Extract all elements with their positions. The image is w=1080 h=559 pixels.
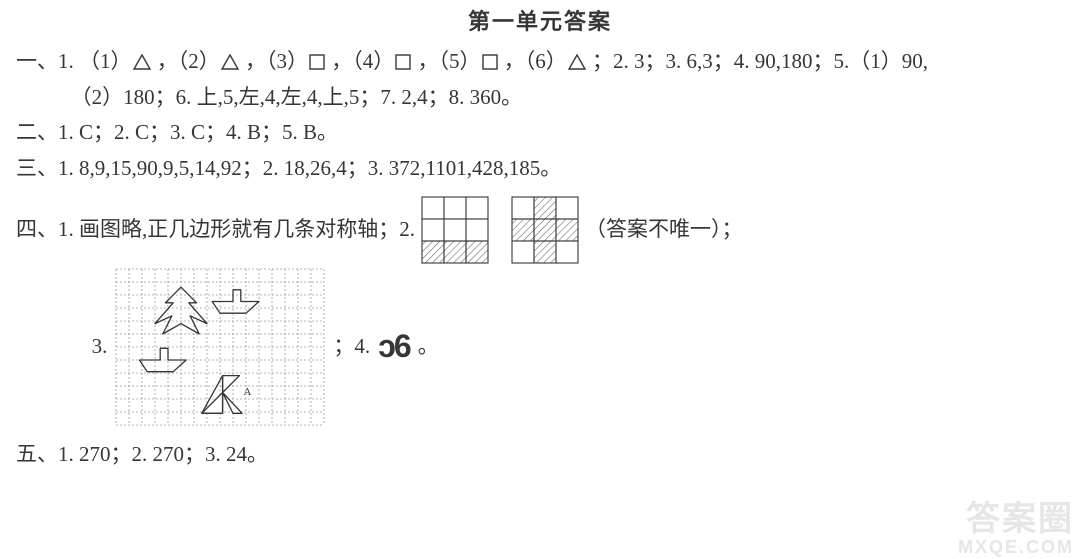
sec3-text: 1. 8,9,15,90,9,5,14,92；2. 18,26,4；3. 372… <box>58 156 561 180</box>
grid-b <box>511 196 579 264</box>
watermark-top: 答案圈 <box>958 502 1074 538</box>
sec1-label: 一、 <box>16 49 58 73</box>
sec4-3-mid: ；4. <box>333 330 370 364</box>
sec1-q1-2n: ，（2） <box>157 49 220 73</box>
section-5: 五、1. 270；2. 270；3. 24。 <box>16 438 1064 472</box>
section-2: 二、1. C；2. C；3. C；4. B；5. B。 <box>16 116 1064 150</box>
watermark-bot: MXQE.COM <box>958 538 1074 557</box>
big-grid: A <box>115 268 325 426</box>
section-1: 一、1. （1） ，（2） ，（3） ，（4） ，（5） ，（6） ；2. 3；… <box>16 45 1064 79</box>
sec4-3-num: 3. <box>92 330 108 364</box>
sec4-3-tail: 。 <box>418 330 439 364</box>
sec4-note: （答案不唯一）； <box>585 213 743 247</box>
section-4-line2: 3. A ；4. ɔ6 。 <box>16 268 1064 426</box>
square-icon <box>482 54 498 70</box>
paren-close: ）； <box>711 217 743 241</box>
triangle-icon <box>133 54 151 70</box>
svg-text:A: A <box>244 386 252 398</box>
sec3-label: 三、 <box>16 156 58 180</box>
sec1-cont: （2）180；6. 上,5,左,4,左,4,上,5；7. 2,4；8. 360。 <box>71 85 523 109</box>
sec1-q1-5n: ，（5） <box>418 49 481 73</box>
square-icon <box>395 54 411 70</box>
paren-open: （ <box>585 217 606 241</box>
section-1-cont: （2）180；6. 上,5,左,4,左,4,上,5；7. 2,4；8. 360。 <box>16 81 1064 115</box>
sec2-label: 二、 <box>16 120 58 144</box>
watermark: 答案圈 MXQE.COM <box>958 502 1074 557</box>
sec5-label: 五、 <box>16 442 58 466</box>
section-4-line1: 四、1. 画图略,正几边形就有几条对称轴；2. （答案不唯一）； <box>16 196 1064 264</box>
sec1-q1-prefix: 1. <box>58 49 74 73</box>
sec5-text: 1. 270；2. 270；3. 24。 <box>58 442 268 466</box>
sec4-label: 四、 <box>16 217 58 241</box>
glyph-36: ɔ6 <box>378 321 410 372</box>
sec1-q1-suffix: ；2. 3；3. 6,3；4. 90,180；5.（1）90, <box>592 49 928 73</box>
sec1-q1-1n: （1） <box>79 49 132 73</box>
sec2-text: 1. C；2. C；3. C；4. B；5. B。 <box>58 120 338 144</box>
sec1-q1-3n: ，（3） <box>245 49 308 73</box>
square-icon <box>309 54 325 70</box>
grid-a <box>421 196 489 264</box>
triangle-icon <box>221 54 239 70</box>
sec4-text1: 1. 画图略,正几边形就有几条对称轴；2. <box>58 217 415 241</box>
sec1-q1-6n: ，（6） <box>504 49 567 73</box>
page-title: 第一单元答案 <box>16 4 1064 39</box>
note-text: 答案不唯一 <box>606 217 711 241</box>
sec4-lead: 四、1. 画图略,正几边形就有几条对称轴；2. <box>16 213 415 247</box>
section-3: 三、1. 8,9,15,90,9,5,14,92；2. 18,26,4；3. 3… <box>16 152 1064 186</box>
sec1-q1-4n: ，（4） <box>331 49 394 73</box>
triangle-icon <box>568 54 586 70</box>
